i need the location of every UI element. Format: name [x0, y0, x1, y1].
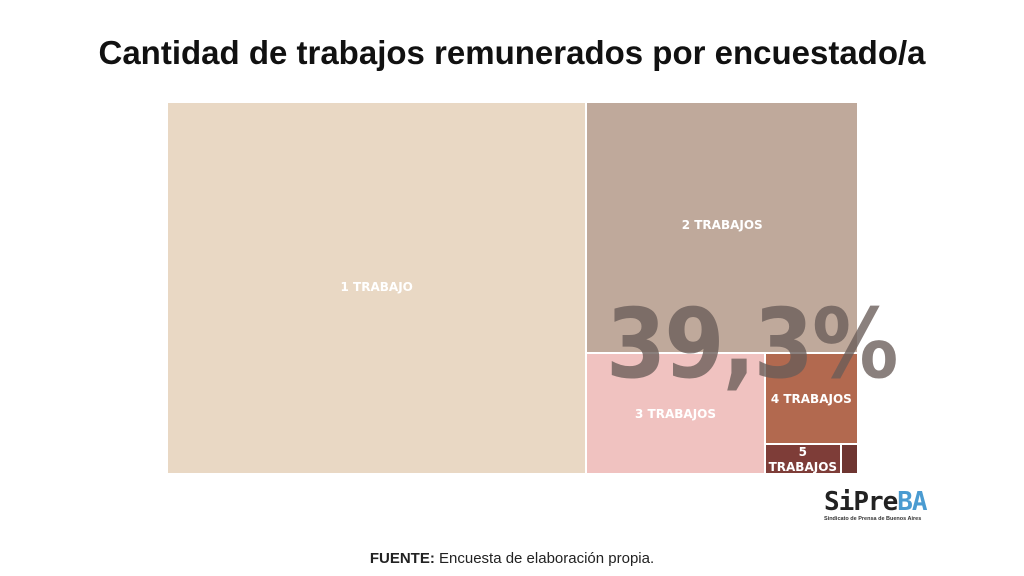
- treemap-label-4: 4 TRABAJOS: [770, 391, 852, 406]
- treemap-tile-4: 4 TRABAJOS: [764, 352, 858, 444]
- source-note: FUENTE: Encuesta de elaboración propia.: [0, 550, 1024, 567]
- treemap-tile-3: 3 TRABAJOS: [586, 352, 765, 474]
- highlight-percentage: 39,3%: [606, 288, 899, 400]
- logo-part-si: Si: [824, 487, 854, 517]
- source-label: FUENTE:: [369, 550, 435, 567]
- logo-subtitle: Sindicato de Prensa de Buenos Aires: [824, 516, 922, 522]
- logo-part-ba: BA: [897, 487, 927, 517]
- treemap-label-1: 1 TRABAJO: [340, 279, 413, 294]
- sipreba-logo: SiPreBA Sindicato de Prensa de Buenos Ai…: [824, 488, 930, 523]
- logo-wordmark: SiPreBA: [824, 488, 930, 516]
- treemap-tile-6: [841, 443, 858, 474]
- logo-part-pre: Pre: [853, 487, 898, 517]
- treemap-label-2: 2 TRABAJOS: [681, 218, 763, 233]
- treemap-label-3: 3 TRABAJOS: [635, 406, 717, 421]
- treemap-tile-2: 2 TRABAJOS: [586, 102, 858, 353]
- treemap-tile-5: 5 TRABAJOS: [764, 443, 842, 474]
- treemap-tile-1: 1 TRABAJO: [167, 102, 587, 474]
- source-text: Encuesta de elaboración propia.: [439, 550, 655, 567]
- treemap-label-5: 5 TRABAJOS: [768, 444, 838, 474]
- treemap-chart: 1 TRABAJO 2 TRABAJOS 3 TRABAJOS 4 TRABAJOS 5…: [167, 102, 858, 474]
- chart-title: Cantidad de trabajos remunerados por enc…: [98, 34, 926, 71]
